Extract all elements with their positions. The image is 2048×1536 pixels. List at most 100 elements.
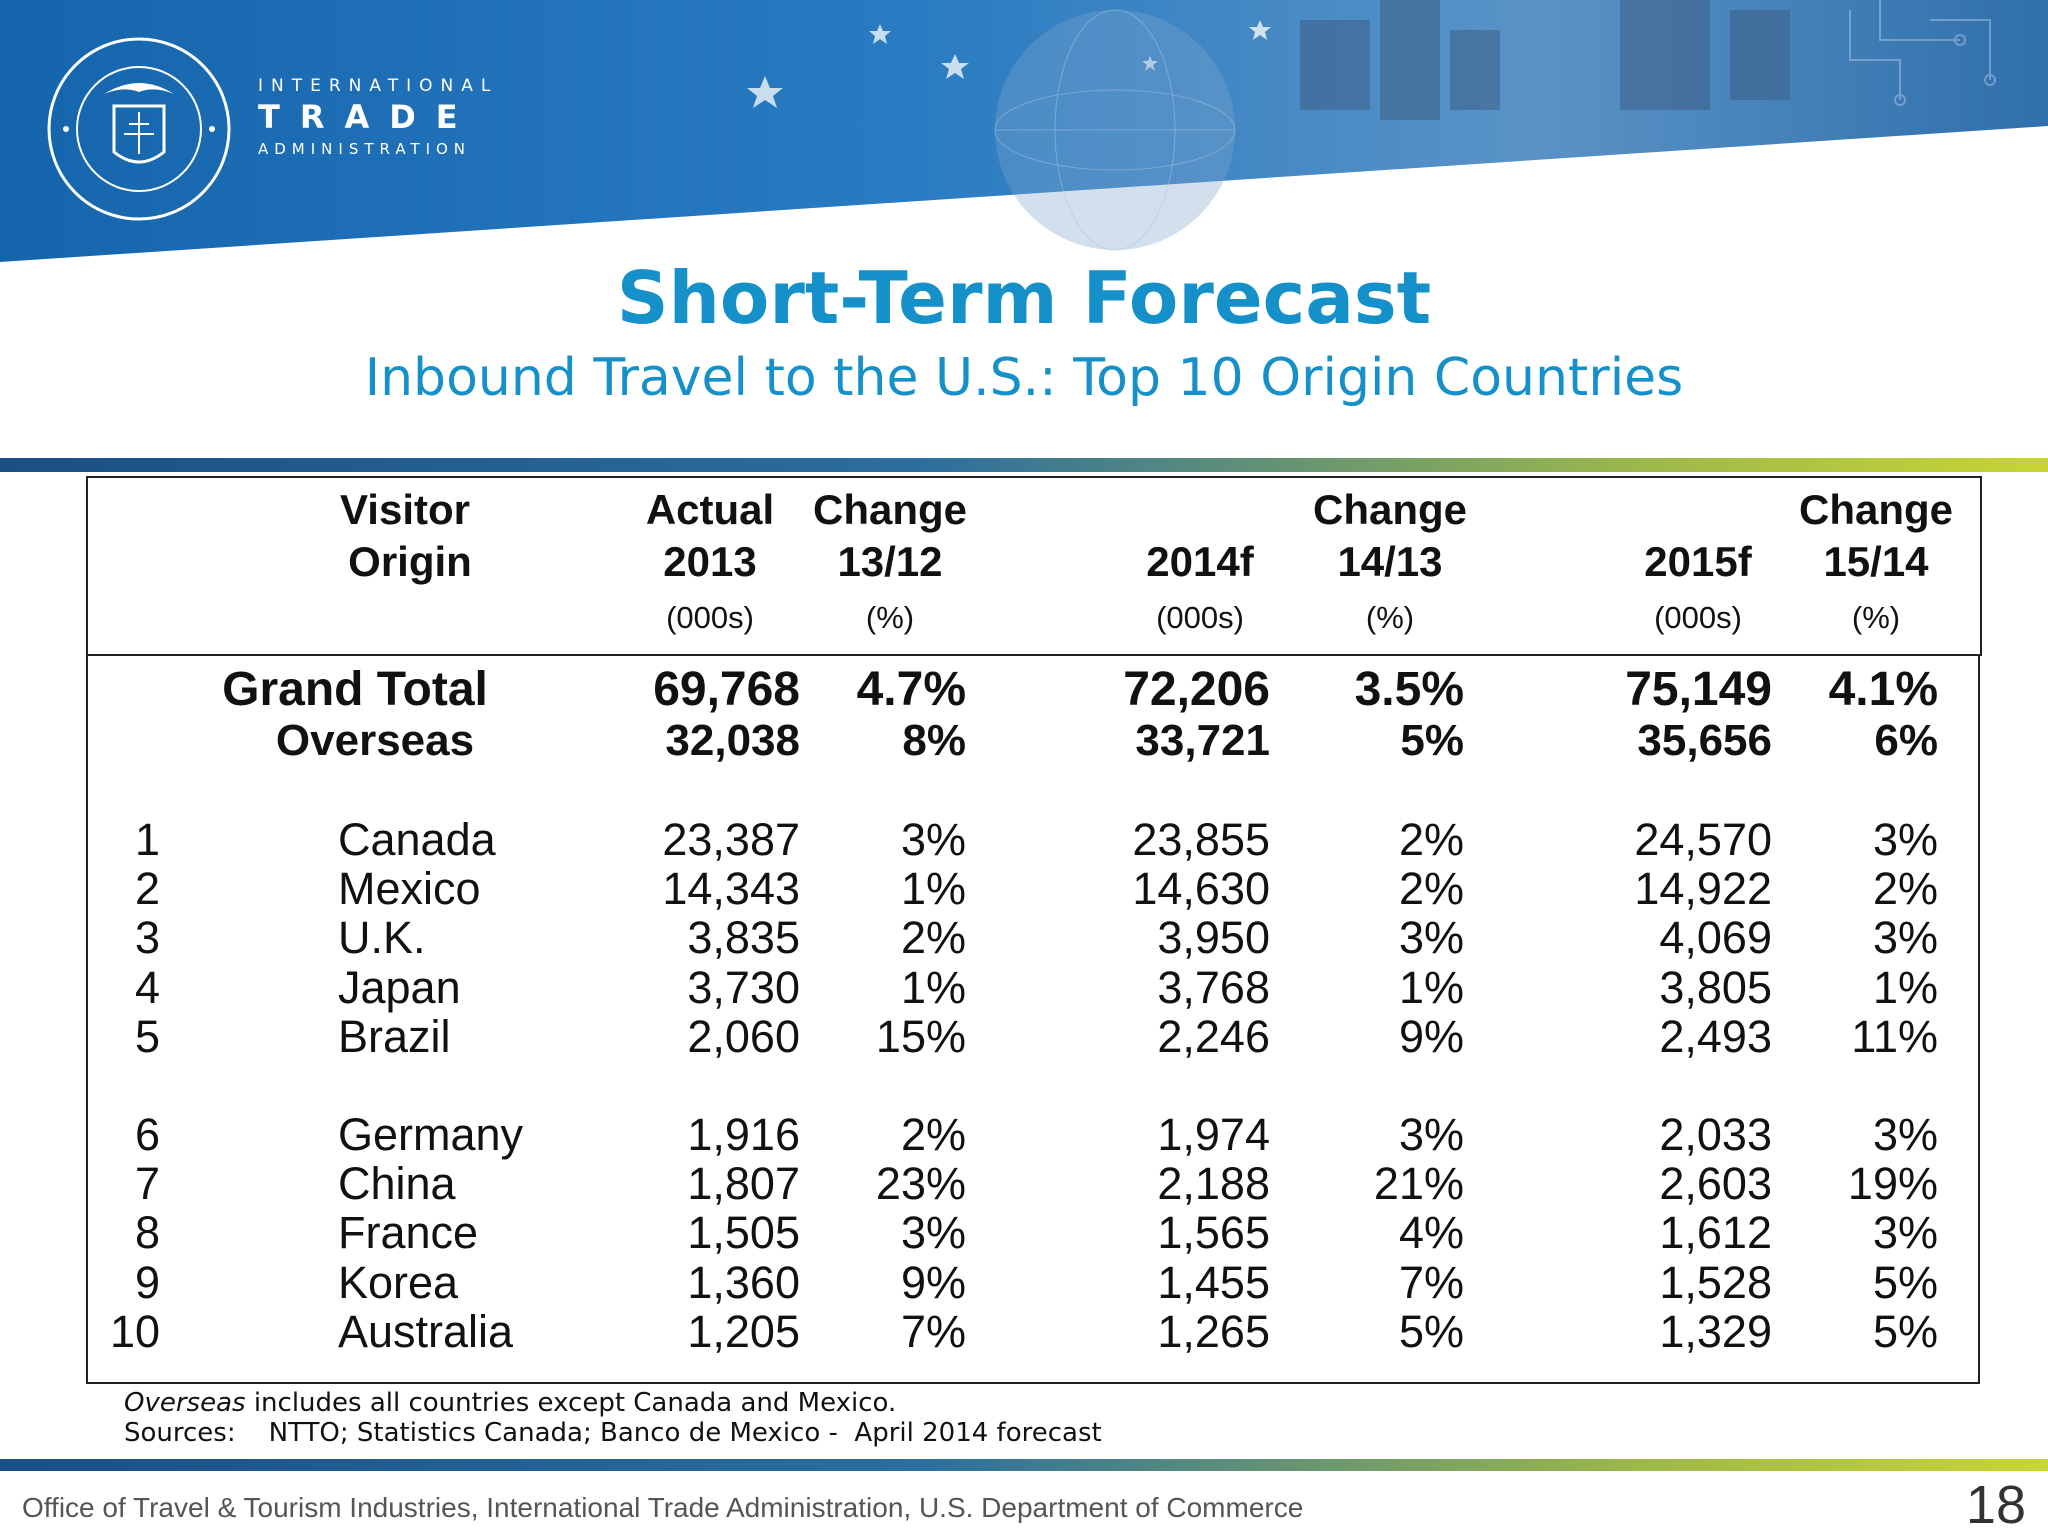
cell-actual-2013: 3,730 bbox=[687, 961, 800, 1013]
header-change-1514-unit: (%) bbox=[1851, 600, 1901, 635]
cell-change-1514: 11% bbox=[1851, 1010, 1938, 1062]
cell-change-1514: 3% bbox=[1872, 1109, 1938, 1160]
cell-change-1413: 7% bbox=[1398, 1256, 1464, 1308]
cell-change-1312: 1% bbox=[900, 863, 966, 915]
cell-actual-2013: 1,205 bbox=[687, 1305, 800, 1357]
divider-stripe-bottom bbox=[0, 1459, 2048, 1471]
cell-change-1413: 9% bbox=[1398, 1010, 1464, 1062]
header-change-1413-line1: Change bbox=[1312, 486, 1467, 533]
cell-change-1413: 1% bbox=[1398, 961, 1464, 1013]
grand-total-2014: 72,206 bbox=[1123, 663, 1270, 716]
cell-forecast-2015: 1,528 bbox=[1659, 1256, 1772, 1308]
header-change-1312-line1: Change bbox=[812, 486, 967, 533]
overseas-footnote: Overseas includes all countries except C… bbox=[124, 1388, 896, 1418]
overseas-change-1312: 8% bbox=[902, 716, 966, 765]
cell-actual-2013: 2,060 bbox=[687, 1010, 800, 1062]
cell-country: Canada bbox=[338, 814, 496, 865]
cell-change-1514: 5% bbox=[1872, 1256, 1938, 1308]
cell-change-1413: 2% bbox=[1398, 814, 1464, 865]
cell-change-1514: 1% bbox=[1872, 961, 1938, 1013]
cell-forecast-2014: 1,974 bbox=[1157, 1109, 1270, 1160]
header-change-1413-unit: (%) bbox=[1365, 600, 1415, 635]
cell-change-1312: 3% bbox=[900, 814, 966, 865]
cell-country: Japan bbox=[338, 961, 461, 1013]
cell-forecast-2014: 1,265 bbox=[1157, 1305, 1270, 1357]
cell-rank: 9 bbox=[134, 1256, 160, 1308]
header-change-1312-line2: 13/12 bbox=[837, 538, 943, 585]
cell-change-1312: 9% bbox=[900, 1256, 966, 1308]
cell-rank: 1 bbox=[134, 814, 160, 865]
header-forecast-2015-unit: (000s) bbox=[1654, 600, 1742, 635]
cell-country: Brazil bbox=[338, 1010, 451, 1062]
cell-country: U.K. bbox=[338, 912, 426, 964]
cell-rank: 3 bbox=[134, 912, 160, 964]
header-actual-2013-line1: Actual bbox=[645, 486, 775, 533]
header-actual-2013-line2: 2013 bbox=[663, 538, 757, 585]
cell-change-1514: 3% bbox=[1872, 912, 1938, 964]
footer-text: Office of Travel & Tourism Industries, I… bbox=[22, 1492, 1304, 1523]
cell-change-1312: 3% bbox=[900, 1207, 966, 1259]
overseas-2014: 33,721 bbox=[1135, 716, 1270, 765]
cell-rank: 10 bbox=[109, 1305, 160, 1357]
page-number: 18 bbox=[1965, 1475, 2026, 1535]
commerce-seal-icon bbox=[47, 37, 231, 221]
cell-country: France bbox=[338, 1207, 479, 1259]
cell-rank: 6 bbox=[134, 1109, 160, 1160]
overseas-change-1413: 5% bbox=[1400, 716, 1464, 765]
cell-forecast-2015: 2,033 bbox=[1659, 1109, 1772, 1160]
grand-total-2015: 75,149 bbox=[1625, 663, 1772, 716]
cell-forecast-2015: 1,612 bbox=[1659, 1207, 1772, 1259]
cell-forecast-2015: 24,570 bbox=[1634, 814, 1772, 865]
cell-change-1413: 21% bbox=[1373, 1158, 1464, 1210]
grand-total-label: Grand Total bbox=[222, 663, 488, 716]
header-banner: INTERNATIONAL TRADE ADMINISTRATION bbox=[0, 0, 2048, 262]
cell-forecast-2014: 3,768 bbox=[1157, 961, 1270, 1013]
header-forecast-2014-unit: (000s) bbox=[1156, 600, 1244, 635]
grand-total-change-1514: 4.1% bbox=[1828, 663, 1938, 716]
sources-note: Sources: NTTO; Statistics Canada; Banco … bbox=[124, 1418, 1102, 1448]
overseas-term: Overseas bbox=[124, 1388, 246, 1418]
cell-forecast-2014: 3,950 bbox=[1157, 912, 1270, 964]
cell-country: Korea bbox=[338, 1256, 459, 1308]
cell-forecast-2014: 14,630 bbox=[1132, 863, 1270, 915]
cell-change-1312: 2% bbox=[900, 1109, 966, 1160]
cell-rank: 5 bbox=[134, 1010, 160, 1062]
cell-change-1312: 1% bbox=[900, 961, 966, 1013]
header-change-1514-line2: 15/14 bbox=[1823, 538, 1929, 585]
cell-rank: 2 bbox=[134, 863, 160, 915]
cell-forecast-2014: 23,855 bbox=[1132, 814, 1270, 865]
cell-forecast-2014: 2,188 bbox=[1157, 1158, 1270, 1210]
header-change-1312-unit: (%) bbox=[865, 600, 915, 635]
cell-actual-2013: 1,916 bbox=[687, 1109, 800, 1160]
star-icons bbox=[747, 20, 1271, 108]
grand-total-change-1312: 4.7% bbox=[856, 663, 966, 716]
cell-change-1312: 2% bbox=[900, 912, 966, 964]
overseas-definition: includes all countries except Canada and… bbox=[245, 1388, 897, 1418]
cell-forecast-2014: 1,455 bbox=[1157, 1256, 1270, 1308]
cell-change-1514: 5% bbox=[1872, 1305, 1938, 1357]
cell-forecast-2015: 1,329 bbox=[1659, 1305, 1772, 1357]
cell-forecast-2015: 2,603 bbox=[1659, 1158, 1772, 1210]
cell-change-1413: 2% bbox=[1398, 863, 1464, 915]
banner-background bbox=[0, 0, 2048, 262]
cell-country: Germany bbox=[338, 1109, 524, 1160]
cell-actual-2013: 3,835 bbox=[687, 912, 800, 964]
cell-actual-2013: 1,360 bbox=[687, 1256, 800, 1308]
header-change-1514-line1: Change bbox=[1798, 486, 1953, 533]
cell-change-1312: 23% bbox=[875, 1158, 966, 1210]
cell-change-1413: 3% bbox=[1398, 1109, 1464, 1160]
grand-total-2013: 69,768 bbox=[653, 663, 800, 716]
cell-forecast-2015: 3,805 bbox=[1659, 961, 1772, 1013]
overseas-label: Overseas bbox=[275, 716, 475, 765]
cell-actual-2013: 23,387 bbox=[662, 814, 800, 865]
overseas-change-1514: 6% bbox=[1874, 716, 1938, 765]
cell-forecast-2015: 14,922 bbox=[1634, 863, 1772, 915]
cell-change-1413: 3% bbox=[1398, 912, 1464, 964]
overseas-2013: 32,038 bbox=[665, 716, 800, 765]
header-forecast-2014: 2014f bbox=[1146, 538, 1254, 585]
overseas-2015: 35,656 bbox=[1637, 716, 1772, 765]
cell-rank: 8 bbox=[134, 1207, 160, 1259]
agency-name-line3: ADMINISTRATION bbox=[258, 140, 472, 158]
cell-rank: 7 bbox=[134, 1158, 160, 1210]
cell-actual-2013: 14,343 bbox=[662, 863, 800, 915]
